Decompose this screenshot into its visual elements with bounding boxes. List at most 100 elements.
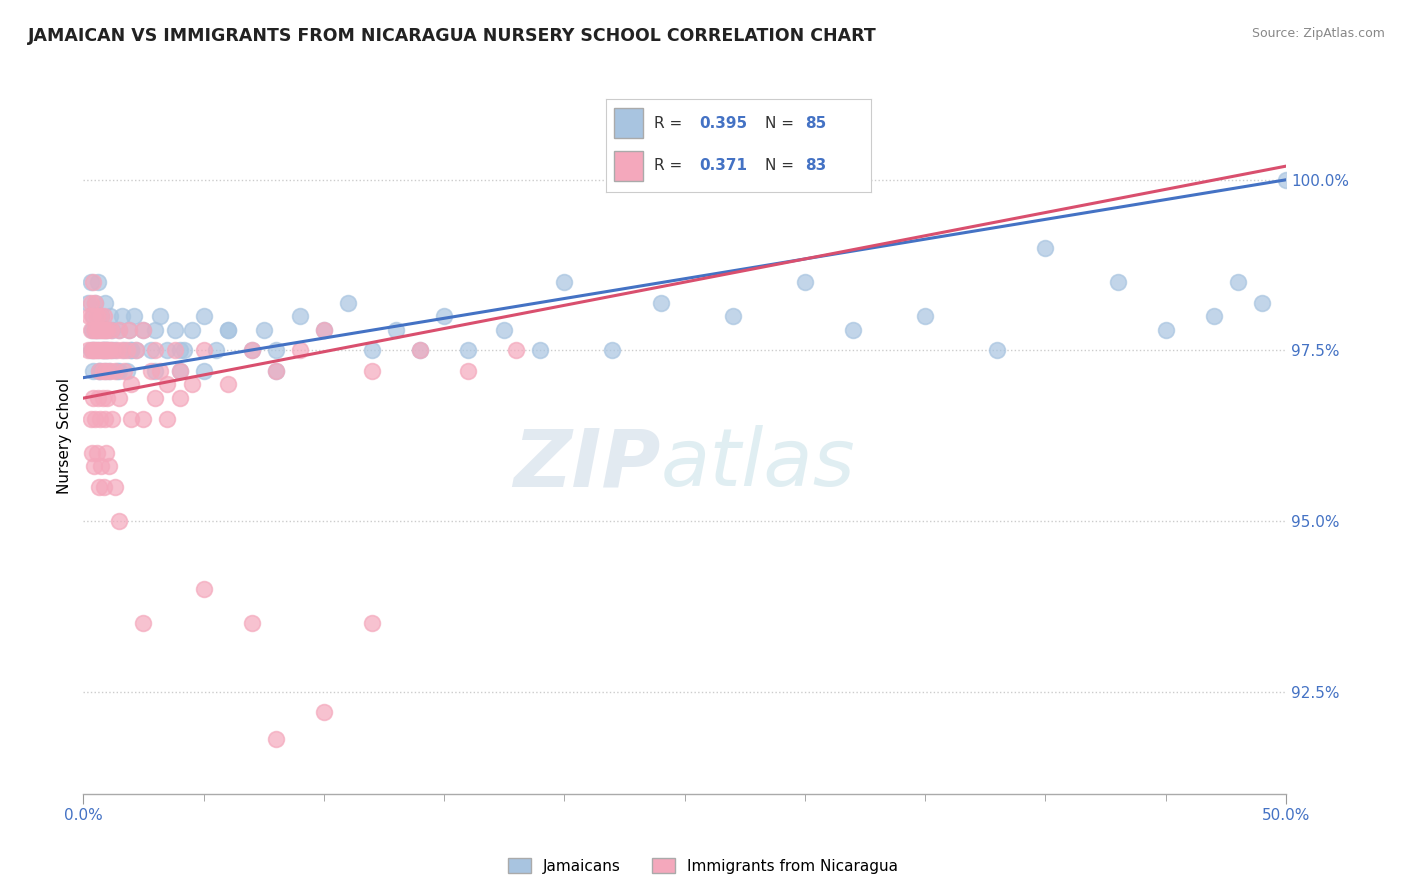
Point <box>169 391 191 405</box>
Point <box>173 343 195 358</box>
Point <box>139 364 162 378</box>
Point <box>264 343 287 358</box>
Point <box>842 323 865 337</box>
Point <box>457 364 479 378</box>
Point <box>96 323 118 337</box>
Point <box>86 343 108 358</box>
Point <box>169 364 191 378</box>
Point <box>529 343 551 358</box>
Point <box>288 343 311 358</box>
Point <box>193 310 215 324</box>
Point <box>91 323 114 337</box>
Point <box>82 310 104 324</box>
Point <box>89 364 111 378</box>
Point <box>84 295 107 310</box>
Point <box>94 411 117 425</box>
Point <box>139 343 162 358</box>
Point <box>84 323 107 337</box>
Point <box>89 343 111 358</box>
Point <box>193 343 215 358</box>
Point <box>94 343 117 358</box>
Point <box>79 411 101 425</box>
Point <box>914 310 936 324</box>
Point <box>87 323 110 337</box>
Point <box>336 295 359 310</box>
Point <box>82 364 104 378</box>
Point <box>83 459 105 474</box>
Point <box>1107 275 1129 289</box>
Point <box>118 323 141 337</box>
Point <box>361 616 384 631</box>
Point <box>112 364 135 378</box>
Point <box>103 480 125 494</box>
Point <box>84 323 107 337</box>
Point <box>115 364 138 378</box>
Point <box>115 343 138 358</box>
Text: atlas: atlas <box>661 425 855 503</box>
Point <box>721 310 744 324</box>
Point <box>103 343 125 358</box>
Point <box>86 323 108 337</box>
Point <box>108 323 131 337</box>
Point <box>264 732 287 747</box>
Point <box>385 323 408 337</box>
Point <box>90 310 112 324</box>
Point <box>83 343 105 358</box>
Point <box>91 343 114 358</box>
Point <box>100 323 122 337</box>
Point <box>77 295 100 310</box>
Point <box>84 411 107 425</box>
Point <box>97 459 120 474</box>
Point <box>91 391 114 405</box>
Point <box>1154 323 1177 337</box>
Point <box>87 480 110 494</box>
Point <box>80 343 103 358</box>
Point <box>96 391 118 405</box>
Point <box>98 364 121 378</box>
Point <box>79 343 101 358</box>
Point <box>86 446 108 460</box>
Point <box>111 310 134 324</box>
Point <box>169 343 191 358</box>
Point <box>108 514 131 528</box>
Point <box>264 364 287 378</box>
Point <box>94 364 117 378</box>
Point <box>120 343 142 358</box>
Point <box>120 343 142 358</box>
Point <box>264 364 287 378</box>
Point <box>86 310 108 324</box>
Point <box>100 343 122 358</box>
Point <box>91 364 114 378</box>
Point <box>105 343 128 358</box>
Point <box>90 310 112 324</box>
Point <box>94 343 117 358</box>
Point <box>217 323 239 337</box>
Point <box>1202 310 1225 324</box>
Point <box>79 310 101 324</box>
Point <box>217 377 239 392</box>
Point <box>82 343 104 358</box>
Point <box>132 323 155 337</box>
Point <box>82 391 104 405</box>
Point <box>125 343 148 358</box>
Point <box>494 323 516 337</box>
Point <box>90 459 112 474</box>
Point <box>156 343 179 358</box>
Point <box>986 343 1008 358</box>
Point <box>793 275 815 289</box>
Point <box>87 364 110 378</box>
Point <box>240 343 263 358</box>
Point <box>80 295 103 310</box>
Point <box>94 446 117 460</box>
Point <box>1275 173 1298 187</box>
Point <box>132 616 155 631</box>
Point <box>83 295 105 310</box>
Point <box>89 323 111 337</box>
Legend: Jamaicans, Immigrants from Nicaragua: Jamaicans, Immigrants from Nicaragua <box>502 852 904 880</box>
Point <box>145 391 167 405</box>
Point <box>149 364 172 378</box>
Point <box>602 343 624 358</box>
Point <box>361 343 384 358</box>
Point <box>149 310 172 324</box>
Point <box>101 411 124 425</box>
